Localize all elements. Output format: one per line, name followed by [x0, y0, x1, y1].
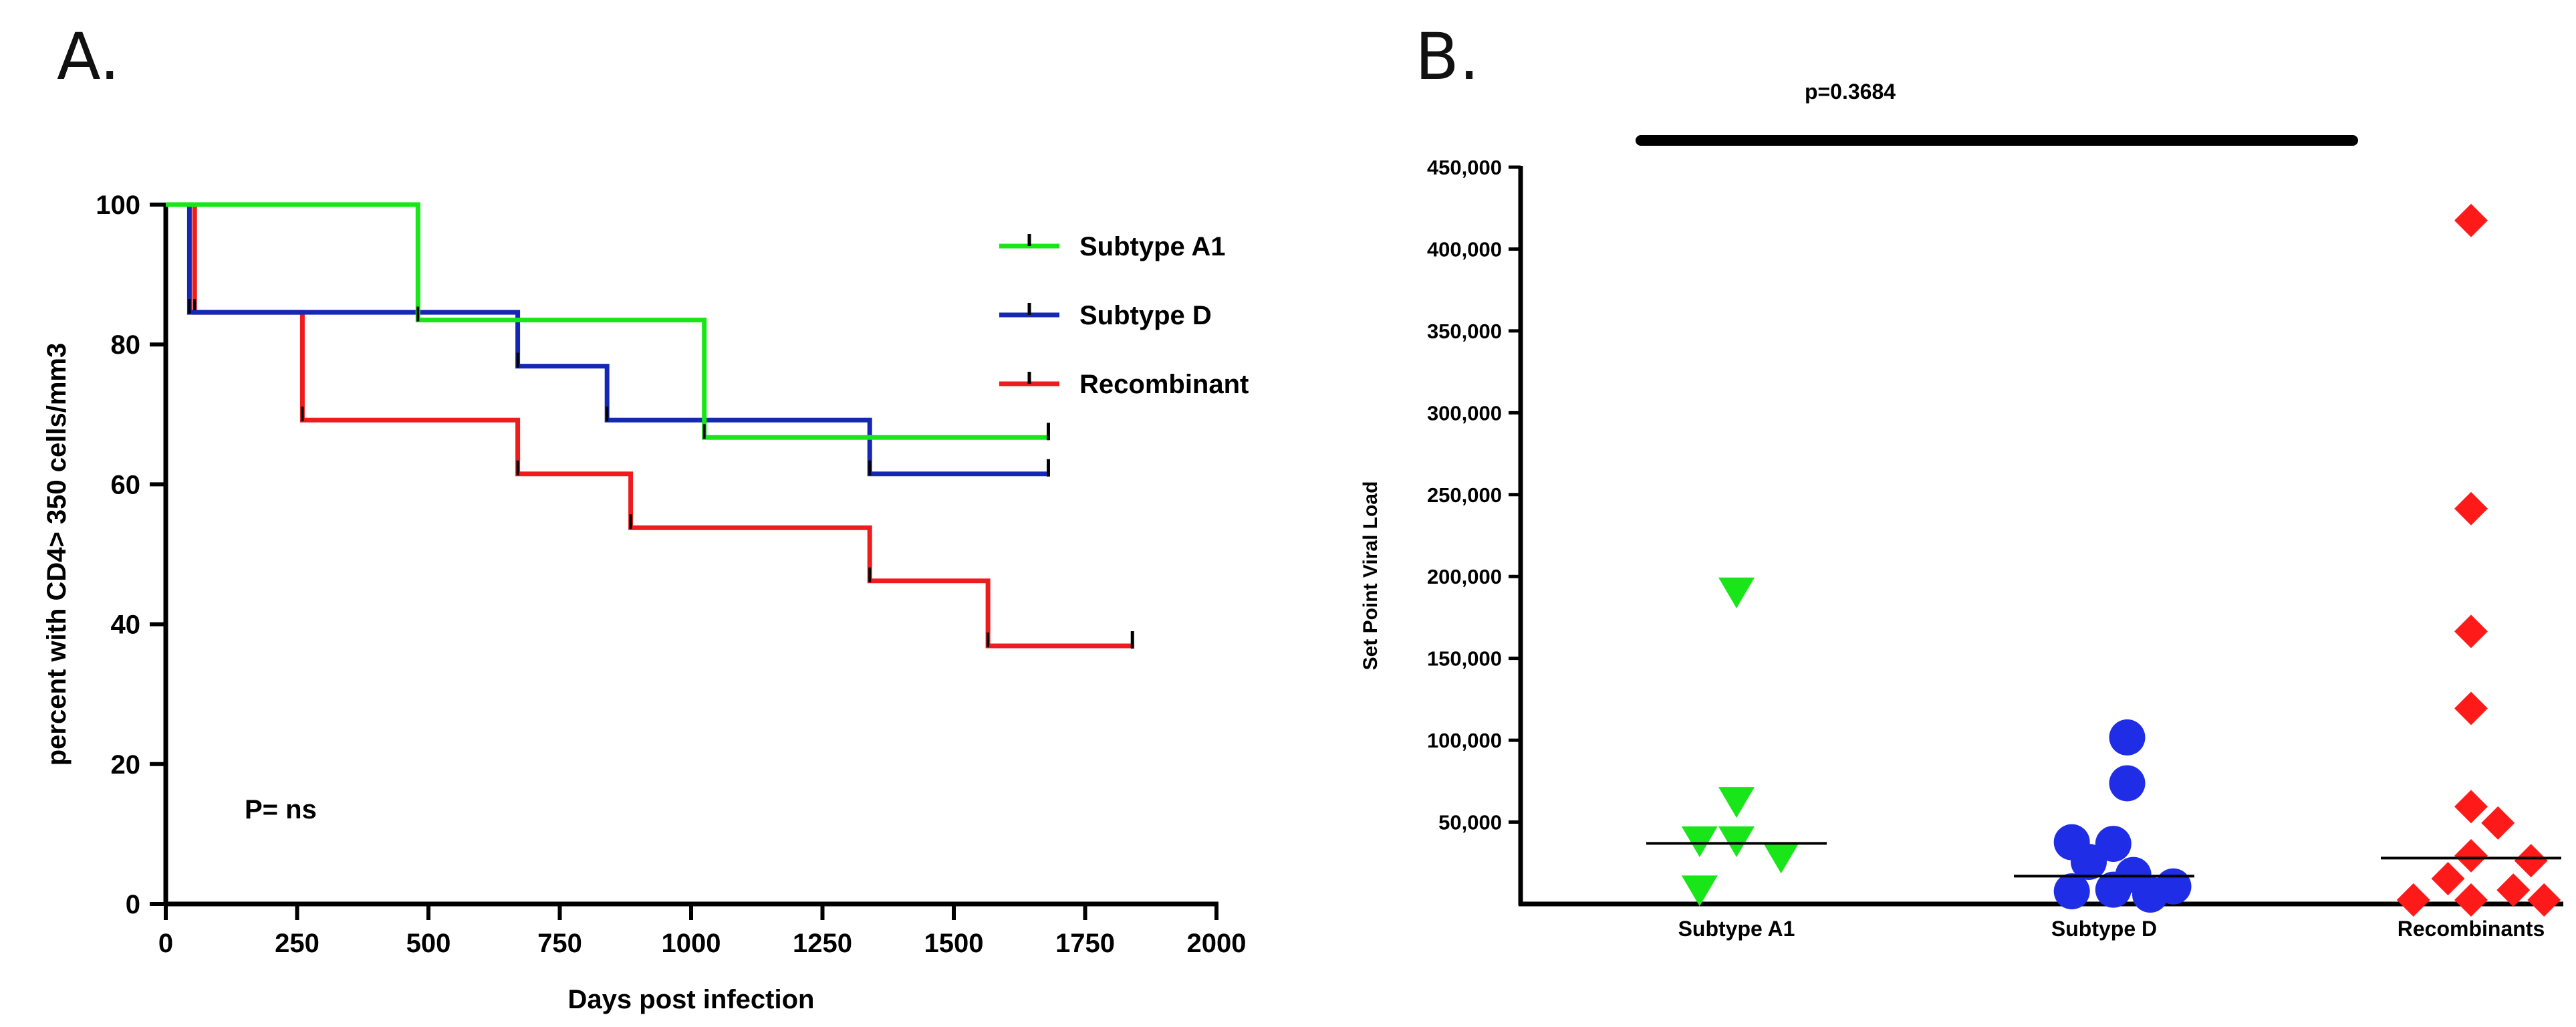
chart-a-y-tick-label: 0 — [126, 890, 140, 919]
chart-a-y-tick-label: 80 — [111, 330, 141, 360]
chart-b-median-lines — [1646, 842, 2561, 878]
chart-b-point-subtype-a1 — [1763, 842, 1799, 874]
chart-b-point-recombinants — [2481, 806, 2515, 840]
chart-b-point-recombinants — [2496, 873, 2531, 907]
chart-b-y-tick-label: 300,000 — [1427, 401, 1502, 425]
chart-b-point-subtype-d — [2053, 873, 2090, 910]
chart-b-point-subtype-a1 — [1718, 826, 1755, 857]
chart-b-y-tick-label: 50,000 — [1438, 811, 1502, 834]
chart-b-point-subtype-a1 — [1681, 826, 1718, 857]
chart-b-point-subtype-d — [2095, 871, 2132, 908]
chart-b-y-tick-label: 100,000 — [1427, 729, 1502, 752]
chart-b-point-recombinants — [2454, 883, 2488, 917]
chart-b-point-subtype-d — [2155, 868, 2192, 905]
chart-a-x-tick-label: 500 — [406, 929, 451, 958]
chart-a-y-tick-label: 20 — [111, 750, 141, 780]
chart-b-y-tick-label: 450,000 — [1427, 156, 1502, 179]
chart-a-p-value: P= ns — [245, 795, 317, 824]
chart-b-points — [1681, 203, 2561, 917]
chart-a-x-tick-label: 250 — [275, 929, 319, 958]
chart-a-x-tick-label: 1750 — [1055, 929, 1115, 958]
chart-a-legend-label-subtype-a1: Subtype A1 — [1079, 232, 1226, 261]
chart-b-point-subtype-a1 — [1718, 787, 1755, 818]
chart-b-point-recombinants — [2454, 838, 2488, 873]
chart-b-point-recombinants — [2454, 203, 2488, 237]
chart-a-y-tick-label: 100 — [96, 191, 140, 220]
chart-a-legend-label-recombinant: Recombinant — [1079, 370, 1249, 399]
chart-a-x-tick-label: 1250 — [793, 929, 852, 958]
chart-b-x-category-label: Subtype A1 — [1678, 917, 1795, 941]
chart-a-line-recombinant — [166, 202, 1133, 649]
chart-a-legend: Subtype A1 Subtype D Recombinant — [999, 232, 1249, 399]
chart-b-y-tick-label: 350,000 — [1427, 320, 1502, 343]
chart-b-viral-load-plot: 50,000 100,000 150,000 200,000 250,000 300,00… — [1360, 80, 2563, 941]
panel-a-label: A. — [57, 19, 120, 94]
chart-b-point-subtype-d — [2109, 765, 2146, 802]
chart-b-point-recombinants — [2454, 790, 2488, 824]
chart-b-point-recombinants — [2396, 883, 2430, 917]
chart-a-series — [166, 202, 1134, 649]
chart-b-point-subtype-a1 — [1718, 577, 1755, 608]
chart-b-x-category-label: Subtype D — [2051, 917, 2157, 941]
chart-b-point-subtype-a1 — [1681, 875, 1718, 907]
chart-a-y-tick-label: 40 — [111, 610, 141, 640]
chart-a-line-subtype-d — [166, 202, 1049, 477]
chart-a-survival-plot: 0 250 500 750 1000 1250 1500 1750 2000 0 20 40 60 80 1… — [42, 191, 1249, 1014]
chart-a-x-axis-title: Days post infection — [568, 985, 815, 1014]
chart-a-x-tick-label: 2000 — [1187, 929, 1247, 958]
panel-b-label: B. — [1415, 19, 1479, 94]
chart-b-y-tick-label: 150,000 — [1427, 647, 1502, 671]
chart-b-axes: 50,000 100,000 150,000 200,000 250,000 300,00… — [1427, 156, 2563, 941]
chart-b-y-tick-label: 400,000 — [1427, 237, 1502, 261]
chart-b-point-recombinants — [2527, 883, 2561, 917]
chart-a-line-subtype-a1 — [166, 202, 1049, 440]
chart-b-point-subtype-d — [2071, 844, 2107, 881]
chart-b-y-tick-label: 250,000 — [1427, 483, 1502, 507]
chart-b-x-category-label: Recombinants — [2398, 917, 2545, 941]
chart-a-x-tick-label: 0 — [158, 929, 173, 958]
chart-b-point-recombinants — [2454, 491, 2488, 526]
chart-b-point-recombinants — [2454, 614, 2488, 649]
chart-b-point-recombinants — [2431, 862, 2465, 896]
chart-b-p-value: p=0.3684 — [1805, 80, 1896, 104]
chart-b-point-recombinants — [2454, 691, 2488, 725]
chart-b-point-recombinants — [2514, 844, 2548, 878]
chart-a-x-tick-label: 1500 — [924, 929, 984, 958]
chart-b-y-tick-label: 200,000 — [1427, 565, 1502, 588]
chart-a-legend-label-subtype-d: Subtype D — [1079, 301, 1212, 330]
chart-b-y-axis-title: Set Point Viral Load — [1360, 481, 1382, 671]
chart-a-x-tick-label: 750 — [537, 929, 582, 958]
chart-b-point-subtype-d — [2109, 719, 2146, 756]
chart-a-y-axis-title: percent with CD4> 350 cells/mm3 — [42, 343, 72, 766]
chart-a-axes: 0 250 500 750 1000 1250 1500 1750 2000 0 20 40 60 80 1… — [96, 191, 1246, 958]
chart-a-x-tick-label: 1000 — [662, 929, 721, 958]
chart-a-y-tick-label: 60 — [111, 470, 141, 499]
